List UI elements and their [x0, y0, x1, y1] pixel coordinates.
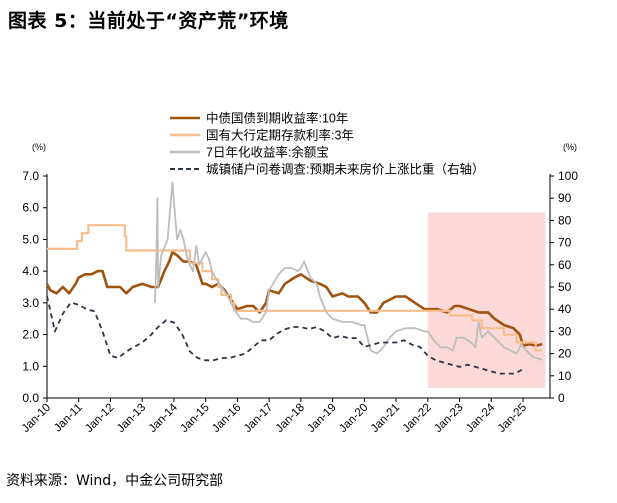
x-tick-label: Jan-15 — [178, 402, 211, 435]
left-tick-label: 5.0 — [22, 232, 39, 246]
series-layer — [45, 181, 543, 375]
left-tick-label: 6.0 — [22, 201, 39, 215]
right-tick-label: 0 — [558, 391, 565, 405]
left-tick-label: 4.0 — [22, 264, 39, 278]
left-axis-unit: (%) — [32, 142, 46, 152]
left-tick-label: 7.0 — [22, 169, 39, 183]
left-tick-label: 0.0 — [22, 391, 39, 405]
right-tick-label: 70 — [558, 236, 572, 250]
legend-label-0: 中债国债到期收益率:10年 — [206, 111, 348, 126]
x-tick-label: Jan-23 — [432, 402, 465, 435]
right-axis-unit: (%) — [563, 142, 577, 152]
x-tick-label: Jan-11 — [52, 402, 85, 435]
figure-title: 图表 5：当前处于“资产荒”环境 — [8, 10, 289, 32]
right-tick-label: 40 — [558, 302, 572, 316]
legend-label-1: 国有大行定期存款利率:3年 — [206, 128, 354, 143]
left-tick-label: 2.0 — [22, 328, 39, 342]
right-tick-label: 60 — [558, 258, 572, 272]
x-tick-label: Jan-24 — [464, 401, 498, 435]
legend-label-3: 城镇储户问卷调查:预期未来房价上涨比重（右轴） — [206, 162, 484, 177]
left-tick-label: 3.0 — [22, 296, 39, 310]
x-tick-label: Jan-16 — [210, 402, 243, 435]
series-line-2 — [154, 181, 543, 361]
x-tick-label: Jan-10 — [20, 402, 53, 435]
right-tick-label: 30 — [558, 324, 572, 338]
x-tick-label: Jan-12 — [83, 402, 116, 435]
x-tick-label: Jan-14 — [147, 401, 181, 435]
x-tick-label: Jan-13 — [115, 402, 148, 435]
shaded-region-layer — [427, 212, 546, 388]
right-tick-label: 100 — [558, 169, 578, 183]
shaded-region — [427, 212, 546, 388]
right-tick-label: 80 — [558, 213, 572, 227]
series-line-1 — [47, 224, 543, 352]
figure-source: 资料来源：Wind，中金公司研究部 — [6, 473, 224, 489]
x-tick-label: Jan-25 — [496, 402, 529, 435]
right-tick-label: 10 — [558, 369, 572, 383]
right-tick-label: 20 — [558, 347, 572, 361]
x-tick-label: Jan-18 — [274, 402, 307, 435]
right-tick-label: 90 — [558, 191, 572, 205]
x-tick-label: Jan-19 — [305, 402, 338, 435]
left-tick-label: 1.0 — [22, 359, 39, 373]
x-tick-label: Jan-22 — [401, 402, 434, 435]
x-tick-label: Jan-20 — [337, 402, 370, 435]
right-tick-label: 50 — [558, 280, 572, 294]
legend-label-2: 7日年化收益率:余额宝 — [206, 145, 329, 160]
series-line-3 — [46, 295, 524, 375]
x-tick-label: Jan-17 — [242, 402, 275, 435]
x-tick-label: Jan-21 — [369, 402, 402, 435]
